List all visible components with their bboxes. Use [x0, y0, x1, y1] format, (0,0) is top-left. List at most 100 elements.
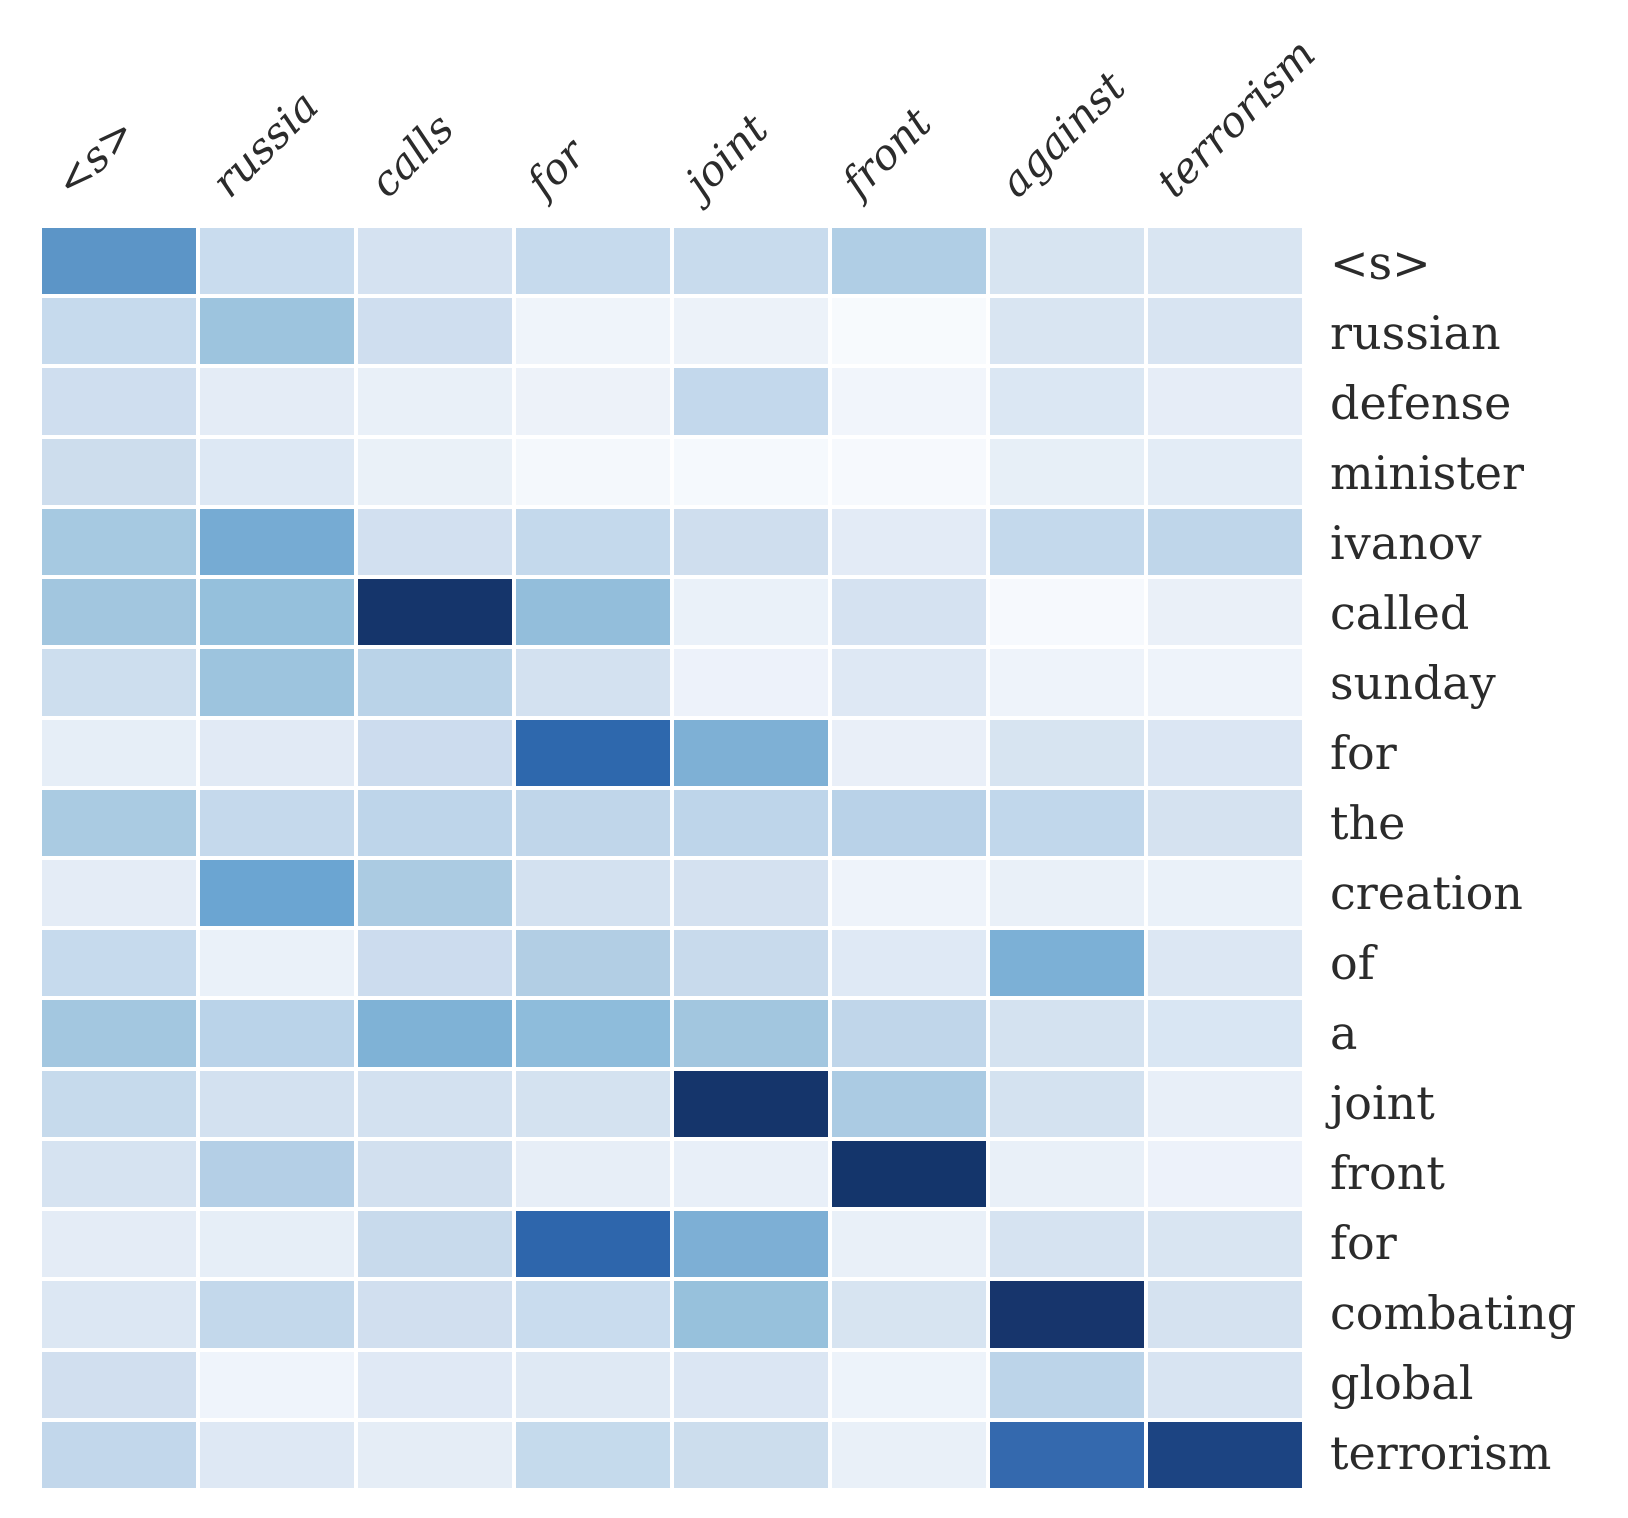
heatmap-cell-combating-x-russia [200, 1281, 354, 1348]
heatmap-cell-defense-x-for [516, 368, 670, 435]
heatmap-cell-creation-x-front [832, 859, 986, 927]
heatmap-cell-the-x-calls [358, 789, 512, 856]
heatmap-cell-sunday-x-against [990, 649, 1144, 716]
heatmap-cell-minister-x-joint [674, 438, 828, 505]
heatmap-cell-of-x-front [832, 930, 986, 997]
heatmap-cell-joint-x-joint [674, 1070, 828, 1137]
heatmap-cell-called-x-against [990, 579, 1144, 646]
heatmap-cell-a-x-terrorism [1148, 1000, 1302, 1067]
heatmap-cell-for-x-for [516, 719, 670, 786]
heatmap-cell-defense-x-<s> [42, 368, 196, 435]
heatmap-cell-terrorism-x-terrorism [1148, 1421, 1302, 1488]
row-label-defense-2: defense [1330, 376, 1512, 430]
heatmap-cell-a-x-front [832, 1000, 986, 1067]
heatmap-cell-sunday-x-russia [200, 649, 354, 716]
column-label-joint: joint [674, 104, 778, 207]
heatmap-cell-<s>-x-russia [200, 228, 354, 295]
heatmap-cell-a-x-<s> [42, 1000, 196, 1067]
heatmap-cell-defense-x-calls [358, 368, 512, 435]
heatmap-cell-of-x-russia [200, 930, 354, 997]
heatmap-cell-joint-x-front [832, 1070, 986, 1137]
heatmap-cell-for-x-<s> [42, 719, 196, 786]
heatmap-cell-creation-x-terrorism [1148, 859, 1302, 927]
row-label-<s>-0: <s> [1330, 236, 1431, 290]
heatmap-cell-defense-x-terrorism [1148, 368, 1302, 435]
heatmap-cell-front-x-terrorism [1148, 1140, 1302, 1208]
heatmap-cell-terrorism-x-<s> [42, 1421, 196, 1488]
heatmap-cell-sunday-x-front [832, 649, 986, 716]
heatmap-cell-russian-x-russia [200, 298, 354, 365]
heatmap-cell-russian-x-for [516, 298, 670, 365]
heatmap-cell-called-x-for [516, 579, 670, 646]
heatmap-cell-for-x-joint [674, 1211, 828, 1278]
heatmap-cell-creation-x-russia [200, 859, 354, 927]
heatmap-cell-called-x-<s> [42, 579, 196, 646]
heatmap-cell-for-x-joint [674, 719, 828, 786]
column-label-for: for [517, 128, 596, 207]
heatmap-cell-front-x-against [990, 1140, 1144, 1208]
heatmap-cell-ivanov-x-calls [358, 508, 512, 576]
heatmap-cell-russian-x-front [832, 298, 986, 365]
heatmap-cell-global-x-against [990, 1351, 1144, 1418]
heatmap-cell-<s>-x-joint [674, 228, 828, 295]
heatmap-cell-defense-x-russia [200, 368, 354, 435]
row-label-creation-9: creation [1330, 866, 1523, 920]
heatmap-cell-for-x-russia [200, 719, 354, 786]
heatmap-cell-a-x-against [990, 1000, 1144, 1067]
heatmap-cell-combating-x-terrorism [1148, 1281, 1302, 1348]
heatmap-cell-global-x-calls [358, 1351, 512, 1418]
heatmap-cell-joint-x-<s> [42, 1070, 196, 1137]
heatmap-cell-the-x-front [832, 789, 986, 856]
heatmap-cell-<s>-x-for [516, 228, 670, 295]
heatmap-cell-a-x-joint [674, 1000, 828, 1067]
heatmap-cell-for-x-russia [200, 1211, 354, 1278]
heatmap-cell-global-x-<s> [42, 1351, 196, 1418]
heatmap-cell-global-x-for [516, 1351, 670, 1418]
heatmap-cell-terrorism-x-russia [200, 1421, 354, 1488]
heatmap-cell-russian-x-terrorism [1148, 298, 1302, 365]
heatmap-cell-combating-x-for [516, 1281, 670, 1348]
heatmap-cell-terrorism-x-joint [674, 1421, 828, 1488]
heatmap-cell-of-x-joint [674, 930, 828, 997]
heatmap-cell-minister-x-calls [358, 438, 512, 505]
heatmap-cell-<s>-x-front [832, 228, 986, 295]
heatmap-cell-the-x-for [516, 789, 670, 856]
heatmap-cell-sunday-x-terrorism [1148, 649, 1302, 716]
heatmap-cell-front-x-front [832, 1140, 986, 1208]
heatmap-cell-front-x-joint [674, 1140, 828, 1208]
row-label-the-8: the [1330, 796, 1406, 850]
heatmap-cell-combating-x-<s> [42, 1281, 196, 1348]
heatmap-cell-combating-x-front [832, 1281, 986, 1348]
heatmap-cell-a-x-for [516, 1000, 670, 1067]
heatmap-cell-the-x-joint [674, 789, 828, 856]
heatmap-cell-russian-x-calls [358, 298, 512, 365]
heatmap-cell-the-x-against [990, 789, 1144, 856]
heatmap-cell-<s>-x-<s> [42, 228, 196, 295]
heatmap-cell-of-x-against [990, 930, 1144, 997]
heatmap-cell-for-x-calls [358, 1211, 512, 1278]
heatmap-cell-front-x-calls [358, 1140, 512, 1208]
row-label-front-13: front [1330, 1146, 1445, 1200]
heatmap-cell-russian-x-joint [674, 298, 828, 365]
heatmap-cell-of-x-<s> [42, 930, 196, 997]
heatmap-cell-combating-x-joint [674, 1281, 828, 1348]
heatmap-cell-for-x-against [990, 1211, 1144, 1278]
row-label-combating-15: combating [1330, 1286, 1577, 1340]
heatmap-cell-front-x-for [516, 1140, 670, 1208]
heatmap-cell-the-x-<s> [42, 789, 196, 856]
heatmap-cell-of-x-for [516, 930, 670, 997]
heatmap-cell-a-x-calls [358, 1000, 512, 1067]
heatmap-cell-joint-x-against [990, 1070, 1144, 1137]
row-label-russian-1: russian [1330, 306, 1501, 360]
heatmap-cell-combating-x-calls [358, 1281, 512, 1348]
column-label-russia: russia [202, 81, 328, 207]
heatmap-cell-called-x-terrorism [1148, 579, 1302, 646]
heatmap-cell-sunday-x-calls [358, 649, 512, 716]
heatmap-cell-creation-x-for [516, 859, 670, 927]
heatmap-cell-ivanov-x-<s> [42, 508, 196, 576]
heatmap-cell-for-x-<s> [42, 1211, 196, 1278]
row-label-ivanov-4: ivanov [1330, 516, 1482, 570]
heatmap-cell-ivanov-x-joint [674, 508, 828, 576]
heatmap-cell-ivanov-x-against [990, 508, 1144, 576]
